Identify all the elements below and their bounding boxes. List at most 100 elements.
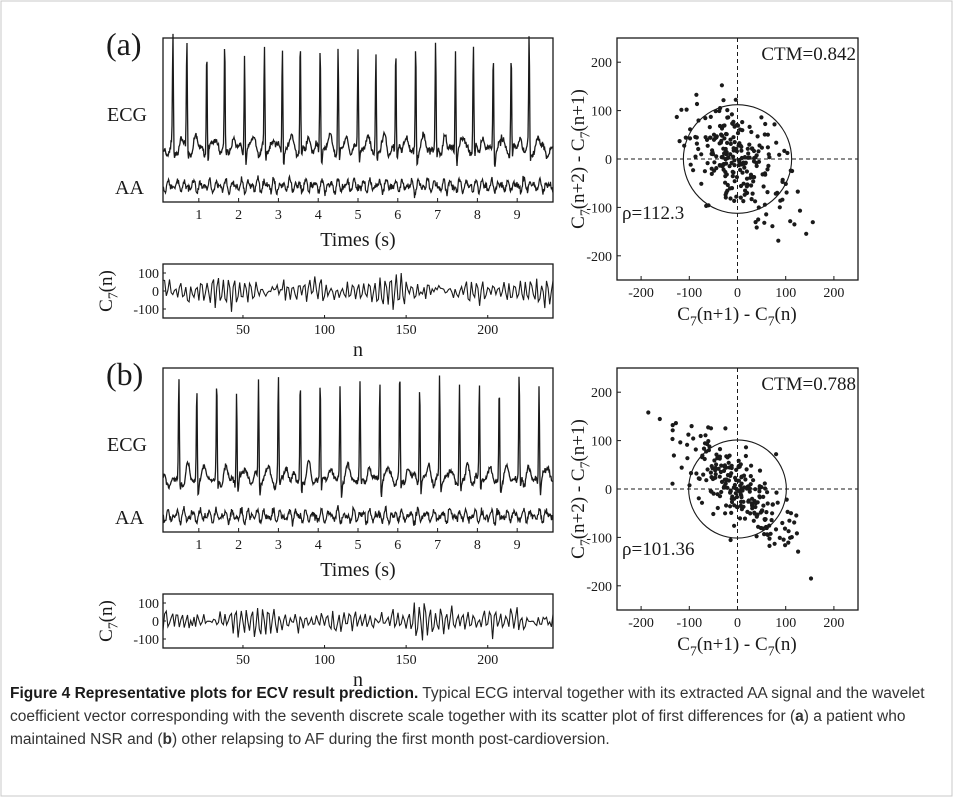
scatter-point: [754, 534, 759, 539]
scatter-point: [723, 157, 728, 162]
scatter-point: [705, 467, 710, 472]
ecg-trace: [162, 375, 553, 498]
scatter-point: [703, 433, 708, 438]
scatter-point: [753, 199, 758, 204]
scatter-xlabel: C7(n+1) - C7(n): [677, 304, 796, 328]
scatter-point: [740, 170, 745, 175]
scatter-xtick-label: 0: [734, 286, 741, 301]
scatter-point: [723, 511, 728, 516]
scatter-point: [751, 478, 756, 483]
scatter-ylabel: C7(n+2) - C7(n+1): [568, 419, 592, 559]
scatter-point: [729, 499, 735, 505]
scatter-point: [723, 478, 729, 483]
scatter-point: [702, 169, 708, 174]
scatter-point: [763, 517, 768, 522]
scatter-point: [721, 162, 726, 167]
scatter-point: [682, 143, 687, 148]
scatter-point: [749, 463, 754, 468]
coef-ylabel: C7(n): [96, 600, 120, 642]
scatter-point: [694, 92, 699, 97]
scatter-point: [778, 198, 783, 203]
scatter-point: [704, 203, 709, 208]
ctm-annotation: CTM=0.788: [761, 374, 856, 395]
aa-trace: [162, 173, 554, 199]
scatter-point: [740, 120, 745, 125]
scatter-point: [736, 458, 741, 463]
scatter-point: [734, 194, 739, 199]
aa-trace: [162, 505, 554, 527]
scatter-point: [739, 495, 744, 500]
scatter-point: [767, 543, 772, 549]
scatter-point: [783, 543, 788, 548]
scatter-point: [741, 473, 747, 478]
scatter-point: [694, 471, 699, 476]
scatter-point: [719, 489, 724, 495]
scatter-point: [687, 136, 693, 141]
scatter-point: [788, 535, 793, 540]
scatter-point: [785, 150, 790, 156]
time-xtick-label: 7: [434, 538, 441, 553]
scatter-point: [674, 114, 679, 120]
scatter-point: [792, 222, 797, 227]
scatter-point: [671, 453, 677, 458]
scatter-point: [749, 183, 754, 188]
scatter-point: [770, 502, 775, 507]
coef-xtick-label: 50: [236, 653, 250, 668]
aa-label: AA: [115, 177, 144, 199]
scatter-point: [772, 541, 777, 546]
scatter-point: [723, 192, 728, 197]
scatter-point: [646, 410, 651, 415]
scatter-xlabel: C7(n+1) - C7(n): [677, 634, 796, 658]
scatter-point: [723, 131, 729, 137]
scatter-point: [722, 136, 727, 141]
scatter-point: [721, 468, 727, 473]
scatter-point: [774, 452, 779, 457]
panel-b: (b) ECG AA 1 2 3 4 5 6 7 8 9 Times (s) 50 100 150 200 100…: [96, 356, 859, 691]
scatter-point: [730, 174, 735, 179]
time-xtick-label: 7: [434, 208, 441, 223]
scatter-point: [678, 440, 683, 445]
scatter-point: [780, 520, 785, 526]
time-xtick-label: 3: [275, 538, 282, 553]
scatter-point: [733, 97, 738, 102]
scatter-point: [788, 219, 793, 224]
scatter-point: [696, 118, 701, 123]
scatter-point: [732, 163, 737, 168]
scatter-point: [753, 504, 758, 510]
scatter-point: [670, 481, 675, 486]
coef-ytick-label: 0: [152, 615, 159, 630]
scatter-point: [724, 150, 729, 155]
scatter-point: [752, 156, 757, 161]
scatter-point: [770, 511, 775, 516]
scatter-point: [728, 504, 733, 509]
scatter-point: [707, 444, 712, 449]
scatter-point: [684, 107, 689, 112]
coef-xtick-label: 200: [477, 653, 498, 668]
scatter-point: [737, 464, 742, 469]
scatter-point: [742, 192, 747, 197]
scatter-point: [763, 121, 768, 127]
scatter-point: [762, 202, 768, 207]
scatter-point: [804, 231, 809, 236]
scatter-point: [673, 421, 679, 426]
scatter-point: [738, 503, 744, 508]
time-xtick-label: 1: [195, 208, 202, 223]
scatter-point: [751, 179, 756, 184]
scatter-point: [765, 501, 770, 506]
scatter-point: [750, 191, 755, 196]
scatter-point: [744, 467, 749, 472]
time-xtick-label: 6: [394, 208, 401, 223]
scatter-point: [734, 149, 740, 154]
scatter-point: [759, 508, 765, 513]
scatter-point: [735, 131, 741, 136]
scatter-point: [766, 163, 771, 168]
scatter-point: [657, 416, 662, 422]
ctm-annotation: CTM=0.842: [761, 44, 856, 65]
scatter-point: [759, 485, 764, 490]
time-xtick-label: 1: [195, 538, 202, 553]
scatter-point: [699, 500, 705, 505]
scatter-point: [728, 489, 733, 494]
scatter-point: [757, 143, 762, 148]
scatter-point: [743, 477, 748, 482]
